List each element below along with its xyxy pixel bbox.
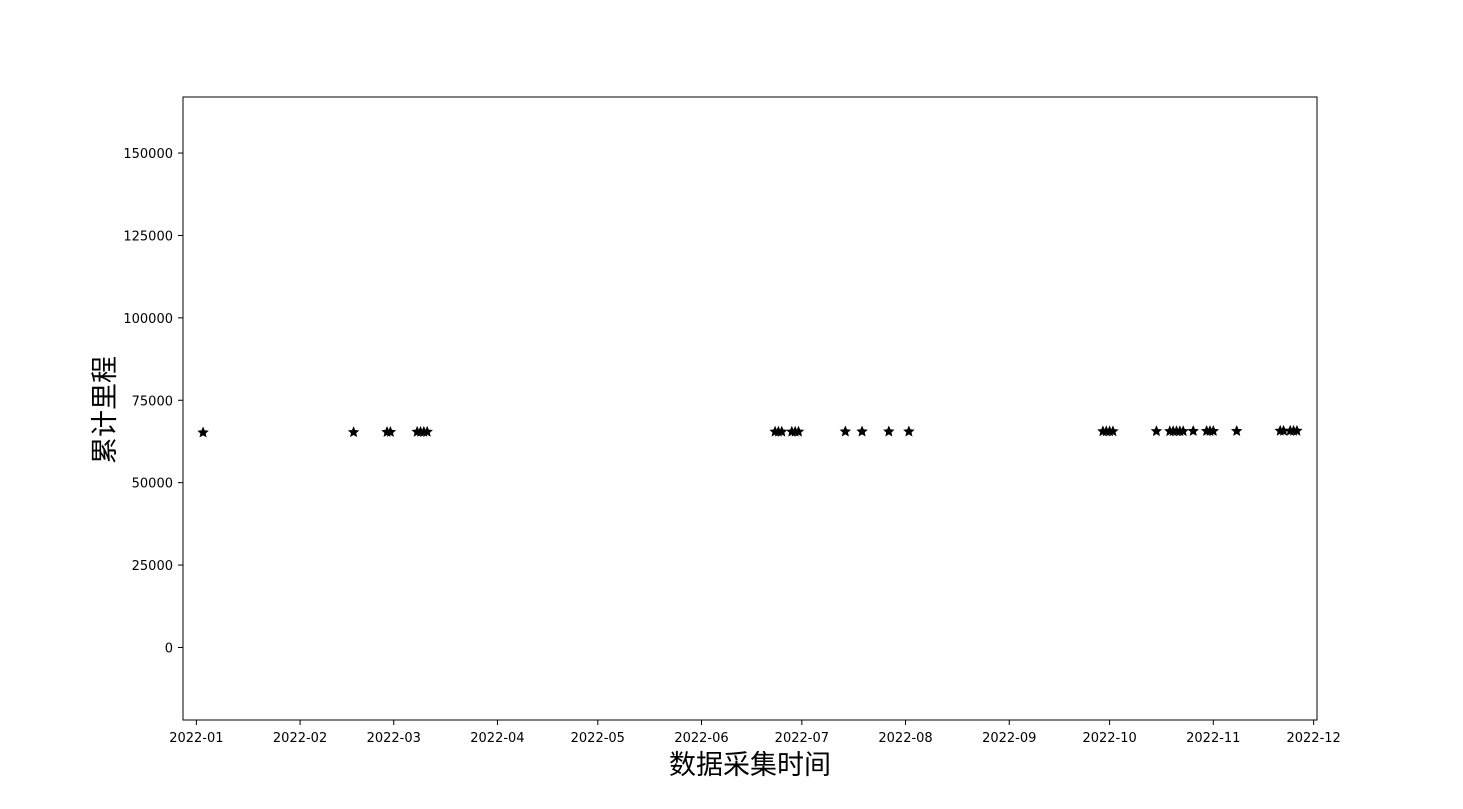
data-point: [1230, 425, 1243, 436]
x-tick-label: 2022-09: [982, 731, 1036, 746]
plot-area: [183, 97, 1317, 720]
data-point: [1177, 425, 1189, 437]
x-tick-label: 2022-12: [1286, 731, 1340, 746]
x-tick-label: 2022-07: [775, 731, 829, 746]
y-tick-label: 75000: [132, 394, 173, 409]
data-point: [384, 426, 397, 437]
x-tick-label: 2022-01: [169, 731, 223, 746]
data-point: [792, 425, 805, 437]
data-point: [197, 426, 209, 438]
y-tick-label: 50000: [132, 477, 173, 492]
x-tick-label: 2022-04: [470, 731, 524, 746]
x-tick-label: 2022-02: [273, 731, 327, 746]
data-point: [1291, 424, 1303, 436]
data-point: [776, 425, 788, 437]
y-axis-title: 累计里程: [90, 356, 121, 464]
x-axis-title: 数据采集时间: [669, 750, 831, 781]
x-tick-label: 2022-08: [878, 731, 932, 746]
data-point: [1107, 425, 1119, 437]
y-axis-ticks: 0 25000 50000 75000 100000 125000 150000: [123, 147, 183, 656]
data-point: [1207, 425, 1220, 436]
x-tick-label: 2022-11: [1186, 731, 1240, 746]
y-tick-label: 125000: [123, 229, 173, 244]
data-points: [197, 424, 1303, 438]
data-point: [839, 425, 852, 437]
x-tick-label: 2022-05: [571, 731, 625, 746]
y-tick-label: 150000: [123, 147, 173, 162]
data-point: [883, 425, 895, 437]
y-tick-label: 100000: [123, 312, 173, 327]
data-point: [1187, 425, 1199, 436]
plot-frame: [182, 96, 1318, 721]
y-tick-label: 25000: [132, 559, 173, 574]
x-tick-label: 2022-03: [367, 731, 421, 746]
data-point: [856, 425, 868, 437]
x-axis-ticks: 2022-01 2022-02 2022-03 2022-04 2022-05 2022-…: [169, 720, 1341, 746]
x-tick-label: 2022-10: [1082, 731, 1136, 746]
y-tick-label: 0: [165, 641, 173, 656]
x-tick-label: 2022-06: [674, 731, 728, 746]
data-point: [1150, 425, 1163, 437]
data-point: [421, 425, 433, 437]
data-point: [347, 426, 360, 438]
data-point: [903, 425, 915, 437]
